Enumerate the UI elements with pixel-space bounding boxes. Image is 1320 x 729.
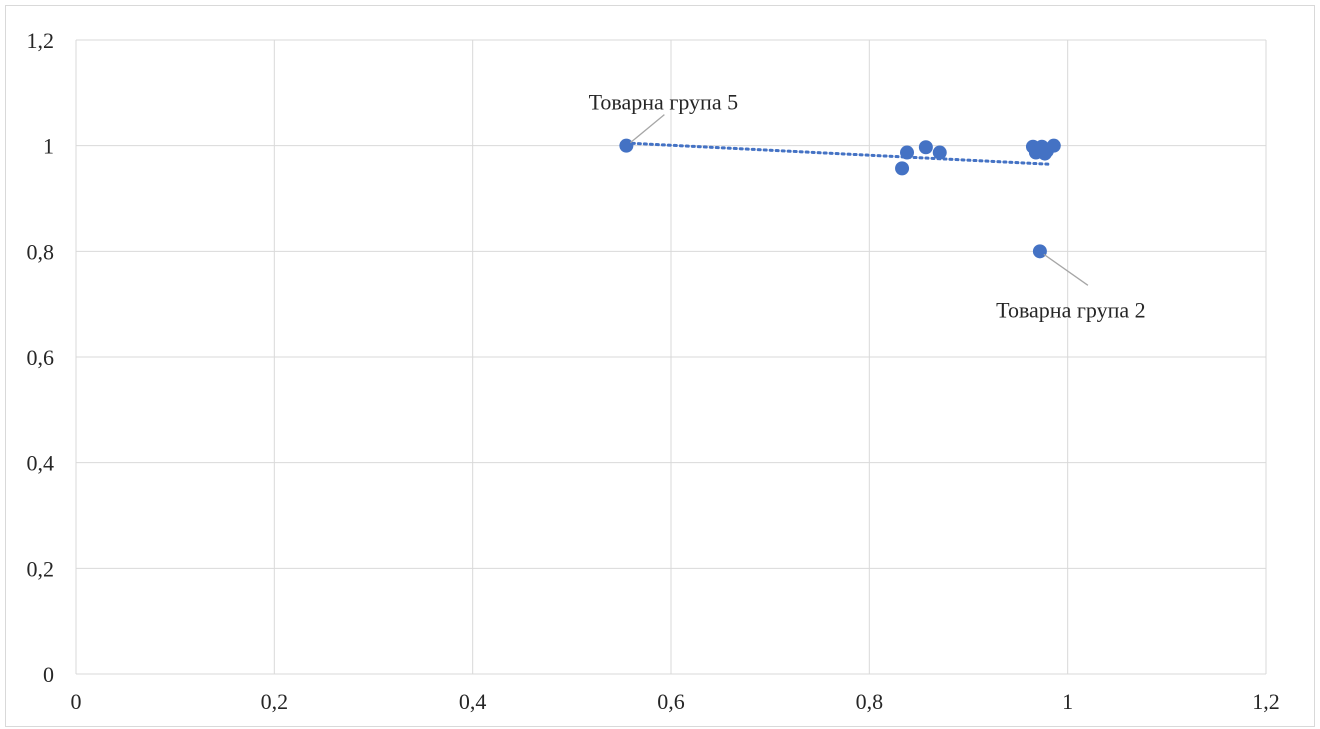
x-tick-label: 0,2 — [261, 689, 289, 714]
y-tick-label: 0,8 — [27, 239, 55, 264]
data-point — [619, 138, 634, 153]
trendline-group — [624, 141, 1050, 166]
y-tick-label: 1 — [43, 134, 54, 159]
data-points — [619, 138, 1061, 259]
data-point — [918, 140, 933, 155]
y-tick-label: 0 — [43, 662, 54, 687]
annotation-label: Товарна група 5 — [589, 90, 738, 115]
x-tick-label: 0,8 — [856, 689, 884, 714]
trendline — [624, 141, 1050, 166]
x-tick-label: 1 — [1062, 689, 1073, 714]
x-tick-label: 0,4 — [459, 689, 487, 714]
tick-labels: 0 0,2 0,4 0,6 0,8 1 1,2 0 0,2 0,4 0,6 0,8 1 1,2 — [27, 28, 1280, 714]
gridlines — [75, 39, 1267, 675]
x-tick-label: 0,6 — [657, 689, 685, 714]
y-tick-label: 0,6 — [27, 345, 55, 370]
data-point — [900, 145, 915, 160]
data-point — [1032, 244, 1047, 259]
annotation-label: Товарна група 2 — [996, 297, 1145, 322]
annotation-leader-line — [1043, 253, 1089, 286]
chart-frame — [5, 5, 1315, 727]
data-point — [895, 161, 910, 176]
annotation-leader-line — [629, 114, 665, 144]
x-tick-label: 0 — [71, 689, 82, 714]
data-point — [1046, 138, 1061, 153]
y-tick-label: 0,4 — [27, 451, 55, 476]
data-point — [932, 145, 947, 160]
x-tick-label: 1,2 — [1252, 689, 1280, 714]
annotations: Товарна група 5 Товарна група 2 — [589, 90, 1146, 323]
y-tick-label: 0,2 — [27, 556, 55, 581]
y-tick-label: 1,2 — [27, 28, 55, 53]
